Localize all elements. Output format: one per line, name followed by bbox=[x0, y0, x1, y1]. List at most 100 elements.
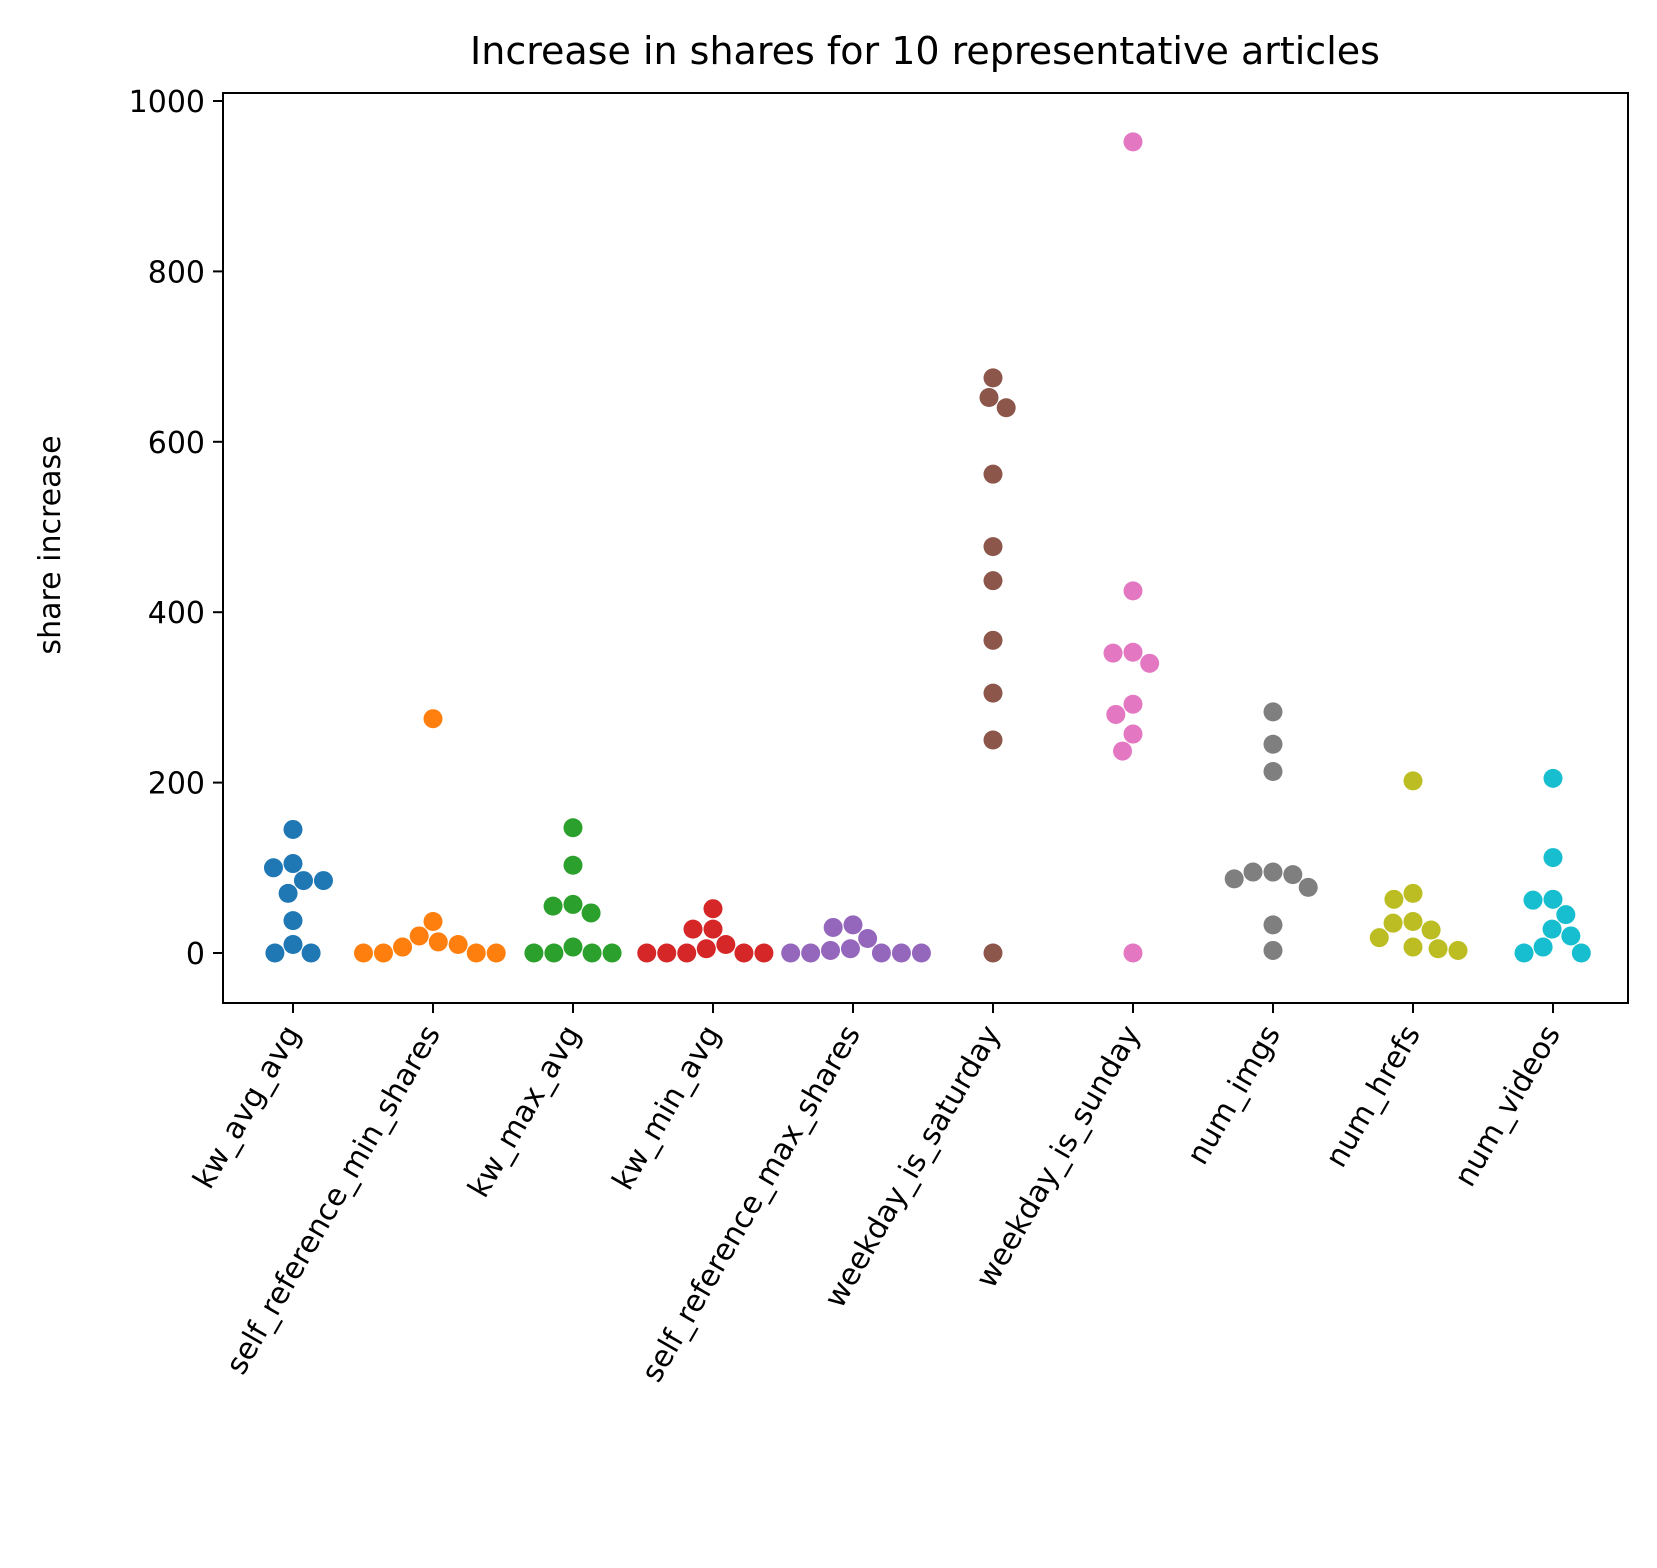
data-point bbox=[1113, 741, 1133, 761]
data-point bbox=[983, 571, 1003, 591]
y-tick-label: 600 bbox=[148, 426, 205, 461]
data-point bbox=[840, 939, 860, 959]
data-point bbox=[293, 871, 313, 891]
y-axis: 0 200 400 600 800 1000 bbox=[129, 85, 223, 972]
x-tick-label: weekday_is_sunday bbox=[969, 1020, 1148, 1295]
data-point bbox=[821, 940, 841, 960]
data-point bbox=[283, 934, 303, 954]
data-point bbox=[1123, 694, 1143, 714]
data-point bbox=[1263, 862, 1283, 882]
x-tick-label: kw_min_avg bbox=[606, 1020, 728, 1197]
data-point bbox=[409, 926, 429, 946]
data-point bbox=[1123, 724, 1143, 744]
data-point bbox=[801, 943, 821, 963]
data-point bbox=[657, 943, 677, 963]
x-tick-label: num_videos bbox=[1448, 1020, 1568, 1193]
data-point bbox=[486, 943, 506, 963]
data-point bbox=[1123, 943, 1143, 963]
data-point bbox=[466, 943, 486, 963]
data-point bbox=[1543, 889, 1563, 909]
data-point bbox=[265, 943, 285, 963]
data-point bbox=[1543, 768, 1563, 788]
data-point bbox=[544, 943, 564, 963]
data-point bbox=[1263, 915, 1283, 935]
data-point bbox=[1403, 911, 1423, 931]
data-point bbox=[1384, 889, 1404, 909]
data-point bbox=[979, 387, 999, 407]
data-point bbox=[1383, 913, 1403, 933]
data-point bbox=[283, 911, 303, 931]
data-point bbox=[1263, 734, 1283, 754]
data-point bbox=[1421, 920, 1441, 940]
data-point bbox=[353, 943, 373, 963]
data-point bbox=[983, 943, 1003, 963]
data-point bbox=[1123, 132, 1143, 152]
data-point bbox=[283, 854, 303, 874]
y-tick-label: 800 bbox=[148, 255, 205, 290]
data-point bbox=[1523, 890, 1543, 910]
y-tick-label: 0 bbox=[186, 937, 205, 972]
y-tick-label: 400 bbox=[148, 596, 205, 631]
data-point bbox=[823, 917, 843, 937]
data-point bbox=[1543, 848, 1563, 868]
data-point bbox=[393, 937, 413, 957]
data-point bbox=[983, 368, 1003, 388]
data-point bbox=[637, 943, 657, 963]
data-point bbox=[983, 683, 1003, 703]
data-point bbox=[1428, 939, 1448, 959]
data-point bbox=[263, 858, 283, 878]
data-point bbox=[1571, 943, 1591, 963]
data-point bbox=[1298, 877, 1318, 897]
data-point bbox=[283, 819, 303, 839]
data-point bbox=[1403, 937, 1423, 957]
data-point bbox=[602, 943, 622, 963]
y-tick-label: 200 bbox=[148, 767, 205, 802]
data-point bbox=[1263, 762, 1283, 782]
data-point bbox=[301, 943, 321, 963]
x-tick-label: num_imgs bbox=[1180, 1020, 1288, 1171]
data-point bbox=[1542, 919, 1562, 939]
data-point bbox=[1533, 937, 1553, 957]
data-points bbox=[263, 132, 1591, 963]
data-point bbox=[696, 939, 716, 959]
data-point bbox=[543, 896, 563, 916]
chart-title: Increase in shares for 10 representative… bbox=[470, 29, 1380, 73]
data-point bbox=[677, 943, 697, 963]
y-axis-label: share increase bbox=[33, 435, 68, 654]
plot-frame bbox=[222, 92, 1629, 1004]
data-point bbox=[1283, 865, 1303, 885]
data-point bbox=[373, 943, 393, 963]
data-point bbox=[703, 899, 723, 919]
data-point bbox=[983, 537, 1003, 557]
data-point bbox=[1106, 704, 1126, 724]
data-point bbox=[1263, 702, 1283, 722]
data-point bbox=[278, 883, 298, 903]
data-point bbox=[1243, 862, 1263, 882]
data-point bbox=[781, 943, 801, 963]
data-point bbox=[448, 934, 468, 954]
data-point bbox=[563, 818, 583, 838]
data-point bbox=[1369, 928, 1389, 948]
data-point bbox=[716, 934, 736, 954]
data-point bbox=[911, 943, 931, 963]
data-point bbox=[1403, 771, 1423, 791]
data-point bbox=[581, 903, 601, 923]
data-point bbox=[423, 911, 443, 931]
data-point bbox=[843, 915, 863, 935]
data-point bbox=[983, 730, 1003, 750]
data-point bbox=[1514, 943, 1534, 963]
data-point bbox=[1103, 643, 1123, 663]
data-point bbox=[423, 709, 443, 729]
x-tick-label: kw_max_avg bbox=[461, 1020, 588, 1204]
data-point bbox=[1123, 581, 1143, 601]
data-point bbox=[983, 630, 1003, 650]
data-point bbox=[754, 943, 774, 963]
data-point bbox=[428, 932, 448, 952]
data-point bbox=[1448, 940, 1468, 960]
data-point bbox=[582, 943, 602, 963]
data-point bbox=[683, 919, 703, 939]
x-tick-label: num_hrefs bbox=[1319, 1020, 1428, 1174]
data-point bbox=[1263, 940, 1283, 960]
data-point bbox=[996, 398, 1016, 418]
